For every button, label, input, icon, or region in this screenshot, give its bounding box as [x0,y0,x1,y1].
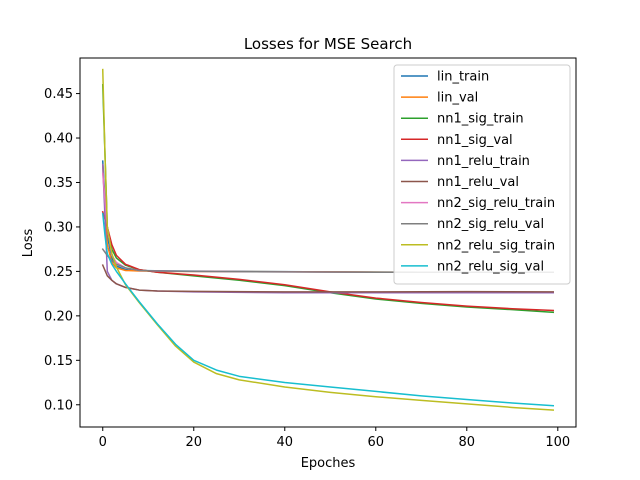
x-tick-label: 0 [99,435,107,450]
legend-box [393,64,571,285]
x-tick-label: 20 [185,435,202,450]
legend-label-nn1-relu-train: nn1_relu_train [437,154,530,169]
legend-label-lin-train: lin_train [437,70,489,85]
y-tick-label: 0.40 [44,132,73,147]
x-axis-label: Epoches [301,456,356,471]
legend-label-nn1-sig-val: nn1_sig_val [437,133,513,148]
legend-label-nn2-relu-sig-val: nn2_relu_sig_val [437,259,544,274]
legend-label-nn1-sig-train: nn1_sig_train [437,112,524,127]
chart-title: Losses for MSE Search [244,35,412,53]
series-line-nn2-sig-relu-val [101,248,554,274]
y-tick-label: 0.15 [44,354,73,369]
x-axis: 0 20 40 60 80 100 [99,427,570,450]
legend-label-nn2-sig-relu-train: nn2_sig_relu_train [437,196,555,211]
y-tick-label: 0.25 [44,265,73,280]
series-line-nn2-relu-sig-train [101,68,555,411]
series-layer [101,68,555,411]
x-tick-label: 80 [459,435,476,450]
series-line-nn2-relu-sig-val [101,212,555,407]
legend-label-nn2-sig-relu-val: nn2_sig_relu_val [437,217,544,232]
y-tick-label: 0.10 [44,398,73,413]
y-tick-label: 0.35 [44,176,73,191]
series-line-nn1-sig-val [101,210,555,312]
y-axis: 0.10 0.15 0.20 0.25 0.30 0.35 0.40 0.45 [44,87,80,413]
y-tick-label: 0.20 [44,309,73,324]
x-tick-label: 100 [545,435,570,450]
legend-label-nn1-relu-val: nn1_relu_val [437,175,519,190]
series-line-nn1-sig-train [101,83,555,314]
legend-label-nn2-relu-sig-train: nn2_relu_sig_train [437,238,555,253]
y-axis-label: Loss [21,229,36,258]
legend: lin_train lin_val nn1_sig_train nn1_sig_val… [393,64,571,285]
y-tick-label: 0.30 [44,220,73,235]
legend-label-lin-val: lin_val [437,91,478,106]
plot-frame [79,57,577,428]
y-tick-label: 0.45 [44,87,73,102]
x-tick-label: 40 [276,435,293,450]
x-tick-label: 60 [368,435,385,450]
series-line-nn1-relu-val [101,264,555,293]
